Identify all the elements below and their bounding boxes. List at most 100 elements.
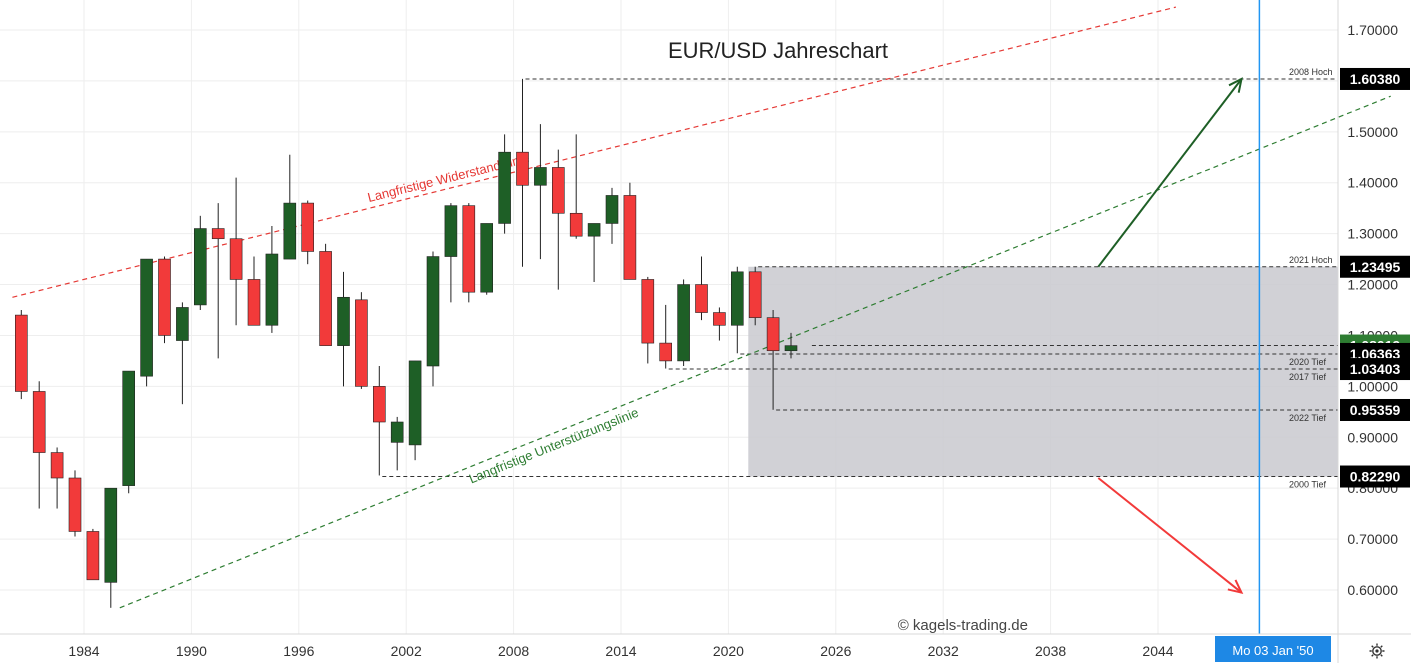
time-tick-label: 2008 bbox=[498, 643, 529, 659]
candle[interactable] bbox=[766, 310, 780, 410]
candle[interactable] bbox=[86, 528, 100, 581]
candle[interactable] bbox=[283, 154, 297, 260]
candle[interactable] bbox=[390, 416, 404, 471]
candle-body bbox=[86, 531, 100, 581]
candle[interactable] bbox=[158, 256, 171, 344]
candle[interactable] bbox=[444, 203, 458, 303]
candle[interactable] bbox=[605, 187, 619, 244]
candle[interactable] bbox=[551, 149, 565, 290]
price-tag-bg bbox=[1340, 398, 1410, 421]
price-tick-label: 0.60000 bbox=[1347, 582, 1398, 598]
candle-body bbox=[50, 452, 64, 479]
candle[interactable] bbox=[659, 304, 673, 369]
price-tag-bg bbox=[1340, 67, 1410, 90]
candle[interactable] bbox=[677, 279, 690, 366]
price-tick-label: 1.00000 bbox=[1347, 378, 1398, 394]
settings-gear-icon[interactable] bbox=[1368, 642, 1386, 660]
candle[interactable] bbox=[319, 243, 332, 346]
price-tag-value: 0.82290 bbox=[1350, 469, 1401, 485]
price-tag-bg bbox=[1340, 465, 1410, 488]
candle[interactable] bbox=[265, 226, 279, 333]
candle[interactable] bbox=[32, 381, 46, 509]
candle-body bbox=[32, 391, 46, 453]
candle[interactable] bbox=[104, 487, 118, 608]
candle-body bbox=[426, 256, 440, 367]
candle-body bbox=[587, 223, 601, 237]
candle[interactable] bbox=[534, 124, 547, 260]
candle-body bbox=[784, 345, 798, 352]
candle[interactable] bbox=[229, 177, 243, 326]
price-tag-value: 1.06363 bbox=[1350, 346, 1401, 362]
candle[interactable] bbox=[408, 360, 422, 461]
candle[interactable] bbox=[372, 366, 386, 476]
candle-body bbox=[462, 205, 476, 293]
candle-body bbox=[480, 223, 494, 293]
level-name: 2008 Hoch bbox=[1289, 67, 1333, 77]
candle-body bbox=[104, 487, 118, 583]
price-tag: 1.23495 bbox=[1340, 255, 1410, 278]
candle[interactable] bbox=[695, 256, 708, 321]
crosshair-date-label: Mo 03 Jan '50 bbox=[1215, 636, 1331, 662]
candle-body bbox=[140, 258, 153, 377]
candle[interactable] bbox=[68, 470, 82, 537]
candle[interactable] bbox=[211, 203, 225, 359]
candle-body bbox=[122, 370, 135, 486]
candle-body bbox=[516, 151, 529, 186]
candle[interactable] bbox=[462, 203, 476, 303]
candle[interactable] bbox=[480, 223, 494, 295]
candle[interactable] bbox=[50, 447, 64, 509]
time-tick-label: 2044 bbox=[1142, 643, 1173, 659]
candles bbox=[15, 78, 798, 608]
candle-body bbox=[355, 299, 368, 387]
candle[interactable] bbox=[623, 182, 637, 280]
candle-body bbox=[337, 296, 350, 346]
level-name: 2000 Tief bbox=[1289, 480, 1327, 490]
level-name: 2021 Hoch bbox=[1289, 255, 1333, 265]
trendline[interactable] bbox=[119, 95, 1391, 609]
target-zone-rect bbox=[748, 266, 1338, 477]
time-tick-label: 2002 bbox=[391, 643, 422, 659]
price-tick-label: 1.30000 bbox=[1347, 226, 1398, 242]
candle-body bbox=[641, 279, 655, 344]
candle[interactable] bbox=[569, 134, 583, 239]
candle[interactable] bbox=[15, 310, 28, 400]
candle-body bbox=[68, 477, 82, 532]
price-tag: 0.95359 bbox=[1340, 398, 1410, 421]
level-lines: 2008 Hoch 2021 Hoch 2020 Tief 2017 Tief 2022… bbox=[382, 67, 1338, 490]
level-name: 2017 Tief bbox=[1289, 372, 1327, 382]
watermark: © kagels-trading.de bbox=[898, 617, 1028, 634]
candle[interactable] bbox=[301, 200, 315, 265]
candle[interactable] bbox=[641, 276, 655, 364]
candle-body bbox=[211, 228, 225, 240]
candle[interactable] bbox=[247, 256, 261, 326]
candle[interactable] bbox=[498, 134, 511, 234]
time-axis[interactable]: 1984 1990 1996 2002 2008 2014 2020 2026 2032 2038… bbox=[68, 643, 1173, 659]
candle[interactable] bbox=[713, 307, 726, 341]
candle[interactable] bbox=[730, 266, 744, 354]
candle[interactable] bbox=[784, 332, 798, 359]
price-tag: 1.60380 bbox=[1340, 67, 1410, 90]
candle[interactable] bbox=[176, 302, 189, 405]
candle-body bbox=[730, 271, 744, 326]
price-tag-value: 1.23495 bbox=[1350, 259, 1401, 275]
candle[interactable] bbox=[122, 370, 135, 494]
candle[interactable] bbox=[516, 78, 529, 267]
candle[interactable] bbox=[140, 258, 153, 387]
candle[interactable] bbox=[194, 215, 207, 310]
arrow-head bbox=[1228, 77, 1243, 93]
candle[interactable] bbox=[355, 292, 368, 389]
candle[interactable] bbox=[748, 266, 762, 326]
price-tags: 1.603801.234951.080191.063631.034030.953… bbox=[1340, 67, 1410, 488]
candle-body bbox=[623, 195, 637, 280]
candle-body bbox=[677, 284, 690, 362]
candle-body bbox=[659, 342, 673, 362]
candle[interactable] bbox=[426, 251, 440, 387]
candle[interactable] bbox=[587, 223, 601, 282]
price-tick-label: 1.50000 bbox=[1347, 124, 1398, 140]
time-tick-label: 2014 bbox=[605, 643, 636, 659]
price-tick-label: 0.90000 bbox=[1347, 429, 1398, 445]
price-tick-label: 1.70000 bbox=[1347, 22, 1398, 38]
candle-body bbox=[176, 307, 189, 341]
candle[interactable] bbox=[337, 271, 350, 387]
